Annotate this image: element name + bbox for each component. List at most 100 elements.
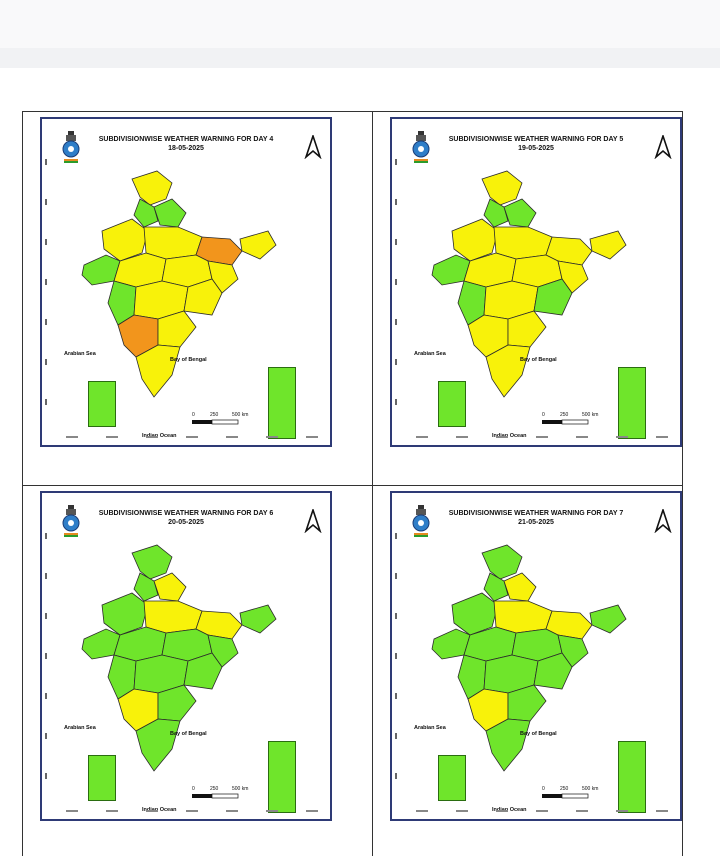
warning-map-panel-day-6: SUBDIVISIONWISE WEATHER WARNING FOR DAY … xyxy=(22,485,352,835)
subdivision-region xyxy=(507,310,547,348)
subdivision-region xyxy=(157,310,197,348)
warning-map-grid xyxy=(22,111,683,856)
north-arrow-icon xyxy=(304,135,322,159)
indian-ocean-label: Indian Ocean xyxy=(142,807,177,813)
subdivision-region xyxy=(153,198,187,228)
svg-text:250: 250 xyxy=(210,786,219,792)
browser-top-bar xyxy=(0,0,720,48)
map-title: SUBDIVISIONWISE WEATHER WARNING FOR DAY … xyxy=(98,136,274,143)
svg-text:0: 0 xyxy=(542,412,545,418)
lakshadweep-inset xyxy=(88,755,116,801)
lakshadweep-inset xyxy=(438,755,466,801)
subdivision-region xyxy=(493,226,553,260)
lakshadweep-inset xyxy=(438,381,466,427)
svg-text:250: 250 xyxy=(210,412,219,418)
subdivision-region xyxy=(533,652,573,690)
andaman-inset xyxy=(268,741,296,813)
bay-of-bengal-label: Bay of Bengal xyxy=(170,731,207,737)
india-map xyxy=(431,170,627,398)
grid-divider-horizontal xyxy=(22,485,682,486)
subdivision-region xyxy=(101,592,149,636)
scale-bar: 0 250 500 km xyxy=(542,412,598,425)
svg-text:0: 0 xyxy=(192,786,195,792)
scale-bar: 0 250 500 km xyxy=(192,412,248,425)
map-title: SUBDIVISIONWISE WEATHER WARNING FOR DAY … xyxy=(448,136,624,143)
imd-emblem-icon xyxy=(62,131,80,163)
map-date: 18-05-2025 xyxy=(168,145,204,152)
subdivision-region xyxy=(533,278,573,316)
india-map xyxy=(81,544,277,772)
subdivision-region xyxy=(589,604,627,634)
map-date: 19-05-2025 xyxy=(518,145,554,152)
subdivision-region xyxy=(485,718,531,772)
subdivision-region xyxy=(153,572,187,602)
subdivision-region xyxy=(135,344,181,398)
map-date: 21-05-2025 xyxy=(518,519,554,526)
svg-text:0: 0 xyxy=(192,412,195,418)
subdivision-region xyxy=(485,344,531,398)
indian-ocean-label: Indian Ocean xyxy=(492,433,527,439)
map-frame: SUBDIVISIONWISE WEATHER WARNING FOR DAY … xyxy=(40,491,332,821)
indian-ocean-label: Indian Ocean xyxy=(142,433,177,439)
subdivision-region xyxy=(143,600,203,634)
subdivision-region xyxy=(503,572,537,602)
svg-text:500 km: 500 km xyxy=(582,786,598,792)
bay-of-bengal-label: Bay of Bengal xyxy=(520,357,557,363)
andaman-inset xyxy=(618,741,646,813)
longitude-ticks xyxy=(416,436,668,438)
indian-ocean-label: Indian Ocean xyxy=(492,807,527,813)
andaman-inset xyxy=(268,367,296,439)
warning-map-panel-day-4: SUBDIVISIONWISE WEATHER WARNING FOR DAY … xyxy=(22,111,352,461)
subdivision-region xyxy=(481,170,523,206)
bay-of-bengal-label: Bay of Bengal xyxy=(520,731,557,737)
subdivision-region xyxy=(157,684,197,722)
subdivision-region xyxy=(507,684,547,722)
subdivision-region xyxy=(239,230,277,260)
imd-emblem-icon xyxy=(62,505,80,537)
subdivision-region xyxy=(135,718,181,772)
latitude-ticks xyxy=(45,533,47,779)
arabian-sea-label: Arabian Sea xyxy=(64,351,96,357)
subdivision-region xyxy=(557,260,589,294)
warning-map-panel-day-5: SUBDIVISIONWISE WEATHER WARNING FOR DAY … xyxy=(372,111,702,461)
subdivision-region xyxy=(101,218,149,262)
scale-bar: 0 250 500 km xyxy=(192,786,248,799)
subdivision-region xyxy=(207,260,239,294)
subdivision-region xyxy=(483,198,509,228)
subdivision-region xyxy=(131,170,173,206)
svg-text:500 km: 500 km xyxy=(232,412,248,418)
india-map xyxy=(431,544,627,772)
grid-divider-vertical xyxy=(372,111,373,856)
subdivision-region xyxy=(131,544,173,580)
lakshadweep-inset xyxy=(88,381,116,427)
scale-bar: 0 250 500 km xyxy=(542,786,598,799)
subdivision-region xyxy=(451,218,499,262)
subdivision-region xyxy=(133,572,159,602)
latitude-ticks xyxy=(395,533,397,779)
map-frame: SUBDIVISIONWISE WEATHER WARNING FOR DAY … xyxy=(40,117,332,447)
north-arrow-icon xyxy=(304,509,322,533)
subdivision-region xyxy=(239,604,277,634)
subdivision-region xyxy=(481,544,523,580)
svg-text:250: 250 xyxy=(560,412,569,418)
svg-text:0: 0 xyxy=(542,786,545,792)
subdivision-region xyxy=(493,600,553,634)
svg-text:250: 250 xyxy=(560,786,569,792)
map-date: 20-05-2025 xyxy=(168,519,204,526)
map-title: SUBDIVISIONWISE WEATHER WARNING FOR DAY … xyxy=(448,510,624,517)
subdivision-region xyxy=(143,226,203,260)
map-frame: SUBDIVISIONWISE WEATHER WARNING FOR DAY … xyxy=(390,117,682,447)
arabian-sea-label: Arabian Sea xyxy=(414,725,446,731)
longitude-ticks xyxy=(66,810,318,812)
subdivision-region xyxy=(207,634,239,668)
longitude-ticks xyxy=(66,436,318,438)
north-arrow-icon xyxy=(654,509,672,533)
bay-of-bengal-label: Bay of Bengal xyxy=(170,357,207,363)
svg-text:500 km: 500 km xyxy=(232,786,248,792)
latitude-ticks xyxy=(45,159,47,405)
svg-text:500 km: 500 km xyxy=(582,412,598,418)
latitude-ticks xyxy=(395,159,397,405)
warning-map-panel-day-7: SUBDIVISIONWISE WEATHER WARNING FOR DAY … xyxy=(372,485,702,835)
page-header-strip xyxy=(0,48,720,68)
india-map xyxy=(81,170,277,398)
